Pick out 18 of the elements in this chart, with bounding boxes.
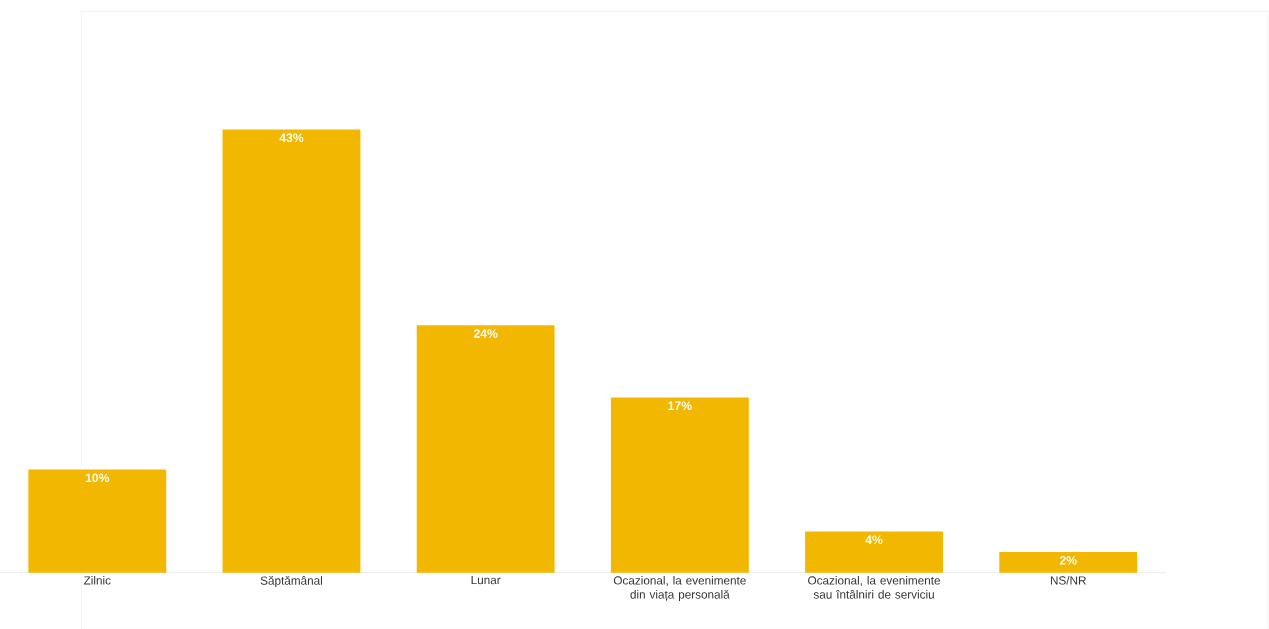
data-label: 2% — [1059, 555, 1077, 565]
bar — [416, 325, 555, 573]
data-label: 17% — [668, 401, 692, 410]
x-tick-label: Săptămânal — [260, 575, 322, 587]
x-tick-label: Ocazional, la evenimente din viața personală — [613, 575, 746, 601]
bar — [999, 551, 1138, 573]
x-tick-label: Ocazional, la evenimente sau întâlniri de serviciu — [808, 575, 940, 599]
data-label: 24% — [473, 329, 498, 338]
data-label: 43% — [279, 133, 304, 142]
x-tick-label: NS/NR — [1050, 575, 1086, 585]
bar — [805, 531, 943, 573]
data-label: 10% — [85, 473, 110, 482]
data-label: 4% — [865, 535, 883, 544]
bar — [28, 469, 167, 573]
x-tick-label: Lunar — [471, 575, 501, 584]
x-tick-label: Zilnic — [83, 575, 111, 585]
bar — [222, 129, 361, 573]
bar — [610, 397, 749, 573]
